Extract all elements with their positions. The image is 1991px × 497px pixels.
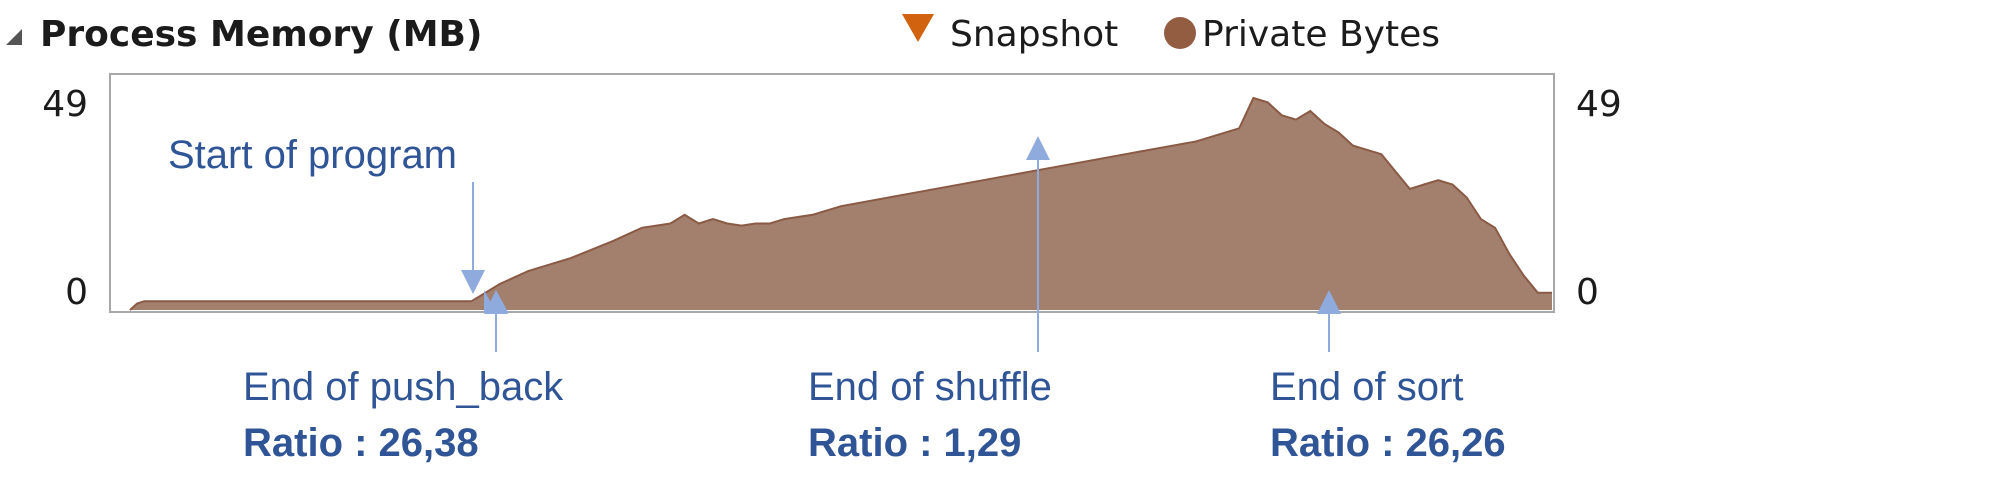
legend-snapshot-marker [902,14,934,42]
legend: Snapshot Private Bytes [902,14,1440,55]
annotation-end-of-shuffle: End of shuffle Ratio : 1,29 [808,136,1052,465]
annotation-shuffle-triangle [1026,136,1050,160]
private-bytes-line [129,96,1552,311]
annotation-shuffle-label: End of shuffle [808,365,1052,409]
legend-private-bytes-marker [1164,17,1196,49]
y-tick-left-min: 0 [65,272,88,313]
chart-title: Process Memory (MB) [40,14,482,55]
annotation-push-back-ratio: Ratio : 26,38 [243,421,479,465]
annotation-end-of-sort: End of sort Ratio : 26,26 [1270,290,1506,465]
collapse-triangle-icon[interactable] [6,29,22,45]
legend-snapshot-label: Snapshot [950,14,1118,55]
y-tick-right-min: 0 [1576,272,1599,313]
annotation-end-of-push-back: End of push_back Ratio : 26,38 [243,290,564,465]
annotation-sort-triangle [1317,290,1341,314]
legend-private-bytes-label: Private Bytes [1202,14,1440,55]
private-bytes-area [130,98,1552,310]
annotation-push-back-triangle [484,290,508,314]
annotation-start-arrow-head [461,270,485,294]
annotation-sort-ratio: Ratio : 26,26 [1270,421,1506,465]
annotation-shuffle-ratio: Ratio : 1,29 [808,421,1021,465]
y-tick-left-max: 49 [42,84,88,125]
annotation-push-back-label: End of push_back [243,365,564,409]
annotation-start-of-program: Start of program [168,133,485,294]
y-tick-right-max: 49 [1576,84,1622,125]
annotation-sort-label: End of sort [1270,365,1463,409]
annotation-start-label: Start of program [168,133,457,177]
